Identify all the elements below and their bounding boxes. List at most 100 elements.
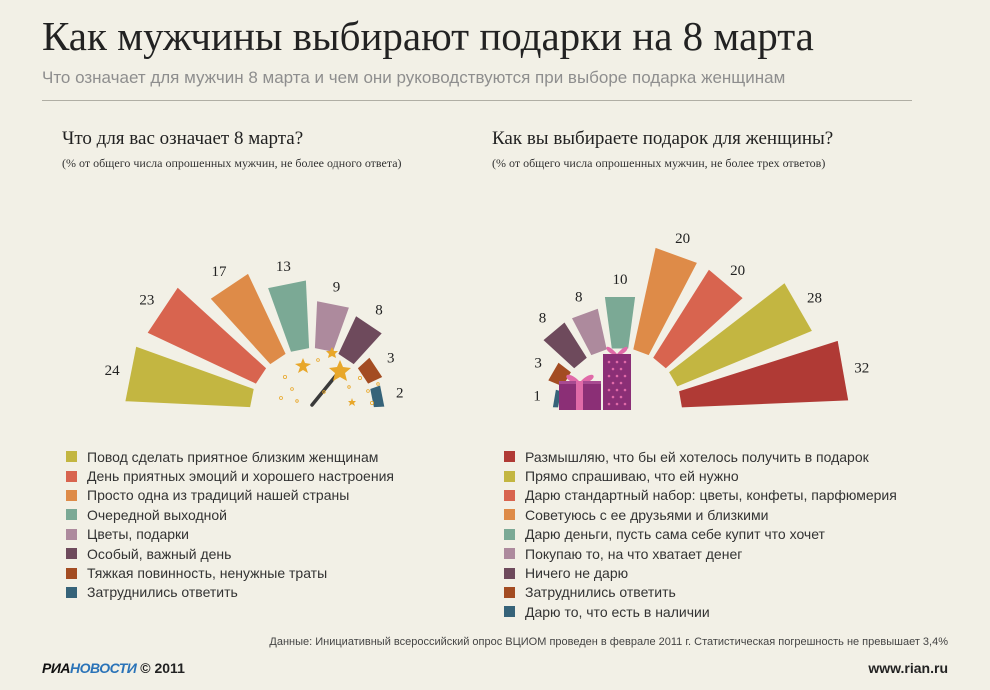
legend-swatch — [66, 470, 77, 482]
fan-value-label-1-5: 8 — [575, 290, 583, 306]
legend-swatch — [504, 567, 515, 579]
fan-value-label-0-1: 23 — [139, 293, 154, 309]
fan-bar-0-3 — [268, 280, 310, 352]
left-fan-chart: 24 23 17 13 9 8 3 2 — [105, 259, 404, 408]
legend-swatch — [504, 528, 515, 540]
legend-label: Просто одна из традиций нашей страны — [87, 487, 350, 504]
legend-item-0-4: Цветы, подарки — [66, 525, 394, 544]
legend-swatch — [504, 548, 515, 560]
fan-bar-0-0 — [125, 346, 254, 408]
page-title: Как мужчины выбирают подарки на 8 марта — [42, 13, 814, 59]
legend-item-0-0: Повод сделать приятное близким женщинам — [66, 447, 394, 466]
fan-value-label-0-5: 8 — [375, 303, 383, 319]
legend-swatch — [504, 509, 515, 521]
copyright: © 2011 — [140, 660, 185, 676]
legend-item-1-8: Дарю то, что есть в наличии — [504, 602, 897, 621]
fan-value-label-0-7: 2 — [396, 386, 404, 402]
legend-swatch — [66, 586, 77, 598]
right-legend: Размышляю, что бы ей хотелось получить в… — [504, 447, 897, 622]
legend-item-1-3: Советуюсь с ее друзьями и близкими — [504, 505, 897, 524]
legend-label: Прямо спрашиваю, что ей нужно — [525, 468, 739, 485]
right-fan-chart: 32 28 20 20 10 8 8 3 1 — [533, 231, 869, 408]
site-link[interactable]: www.rian.ru — [868, 660, 948, 676]
fan-bar-0-4 — [314, 301, 349, 352]
legend-label: Покупаю то, на что хватает денег — [525, 545, 743, 562]
left-legend: Повод сделать приятное близким женщинам Д… — [66, 447, 394, 602]
fan-bar-1-0 — [679, 340, 849, 408]
legend-label: Затруднились ответить — [525, 584, 676, 601]
legend-swatch — [504, 606, 515, 618]
fan-bar-1-4 — [604, 297, 636, 349]
legend-label: Размышляю, что бы ей хотелось получить в… — [525, 448, 869, 465]
fan-bar-0-5 — [338, 316, 382, 365]
legend-label: Очередной выходной — [87, 506, 227, 523]
brand-part1: РИА — [42, 660, 71, 676]
fan-bar-1-8 — [552, 389, 561, 408]
legend-swatch — [66, 451, 77, 463]
fan-value-label-0-2: 17 — [212, 264, 228, 280]
fan-bar-1-5 — [572, 308, 607, 356]
fan-value-label-1-8: 1 — [533, 388, 541, 404]
legend-item-1-7: Затруднились ответить — [504, 583, 897, 602]
legend-label: День приятных эмоций и хорошего настроен… — [87, 468, 394, 485]
legend-swatch — [66, 528, 77, 540]
legend-label: Особый, важный день — [87, 545, 232, 562]
legend-item-0-7: Затруднились ответить — [66, 583, 394, 602]
header-divider — [42, 100, 912, 101]
legend-label: Цветы, подарки — [87, 526, 189, 543]
legend-swatch — [504, 470, 515, 482]
legend-item-1-1: Прямо спрашиваю, что ей нужно — [504, 466, 897, 485]
legend-label: Дарю деньги, пусть сама себе купит что х… — [525, 526, 825, 543]
legend-label: Дарю стандартный набор: цветы, конфеты, … — [525, 487, 897, 504]
fan-bar-1-2 — [653, 269, 743, 369]
fan-bar-1-3 — [633, 247, 697, 356]
right-chart-title: Как вы выбираете подарок для женщины? — [492, 128, 834, 149]
legend-label: Затруднились ответить — [87, 584, 238, 601]
legend-swatch — [66, 567, 77, 579]
legend-swatch — [66, 489, 77, 501]
legend-swatch — [504, 451, 515, 463]
legend-label: Ничего не дарю — [525, 565, 629, 582]
legend-swatch — [66, 548, 77, 560]
fan-value-label-1-2: 20 — [730, 263, 745, 279]
legend-swatch — [504, 489, 515, 501]
fan-bar-0-1 — [147, 287, 267, 384]
legend-item-0-2: Просто одна из традиций нашей страны — [66, 486, 394, 505]
fan-bar-1-7 — [548, 362, 571, 387]
brand-part2: НОВОСТИ — [70, 660, 137, 676]
fan-value-label-0-0: 24 — [105, 363, 121, 379]
legend-item-0-6: Тяжкая повинность, ненужные траты — [66, 563, 394, 582]
legend-label: Тяжкая повинность, ненужные траты — [87, 565, 328, 582]
legend-item-1-2: Дарю стандартный набор: цветы, конфеты, … — [504, 486, 897, 505]
fan-bar-1-1 — [669, 283, 812, 387]
gift-boxes-icon — [559, 346, 631, 410]
fan-value-label-1-3: 20 — [675, 231, 690, 247]
page-subtitle: Что означает для мужчин 8 марта и чем он… — [42, 68, 786, 87]
legend-item-0-5: Особый, важный день — [66, 544, 394, 563]
right-chart-note: (% от общего числа опрошенных мужчин, не… — [492, 156, 826, 170]
legend-item-1-4: Дарю деньги, пусть сама себе купит что х… — [504, 525, 897, 544]
source-note: Данные: Инициативный всероссийский опрос… — [269, 636, 948, 648]
legend-swatch — [66, 509, 77, 521]
legend-item-1-0: Размышляю, что бы ей хотелось получить в… — [504, 447, 897, 466]
fan-value-label-0-6: 3 — [387, 350, 395, 366]
legend-label: Повод сделать приятное близким женщинам — [87, 448, 379, 465]
fan-bar-1-6 — [543, 322, 587, 369]
legend-item-1-5: Покупаю то, на что хватает денег — [504, 544, 897, 563]
fan-value-label-1-6: 8 — [539, 311, 547, 327]
legend-item-0-1: День приятных эмоций и хорошего настроен… — [66, 466, 394, 485]
fan-bar-0-7 — [370, 385, 385, 408]
legend-swatch — [504, 586, 515, 598]
fan-bar-0-2 — [210, 273, 286, 365]
brand-logo: РИАНОВОСТИ © 2011 — [42, 660, 185, 676]
fan-value-label-0-3: 13 — [276, 259, 291, 275]
fan-value-label-1-1: 28 — [807, 291, 822, 307]
legend-item-0-3: Очередной выходной — [66, 505, 394, 524]
fan-value-label-1-4: 10 — [613, 272, 628, 288]
legend-label: Советуюсь с ее друзьями и близкими — [525, 506, 769, 523]
legend-item-1-6: Ничего не дарю — [504, 563, 897, 582]
fan-value-label-0-4: 9 — [333, 280, 341, 296]
fan-value-label-1-0: 32 — [854, 360, 869, 376]
left-chart-title: Что для вас означает 8 марта? — [62, 128, 304, 149]
